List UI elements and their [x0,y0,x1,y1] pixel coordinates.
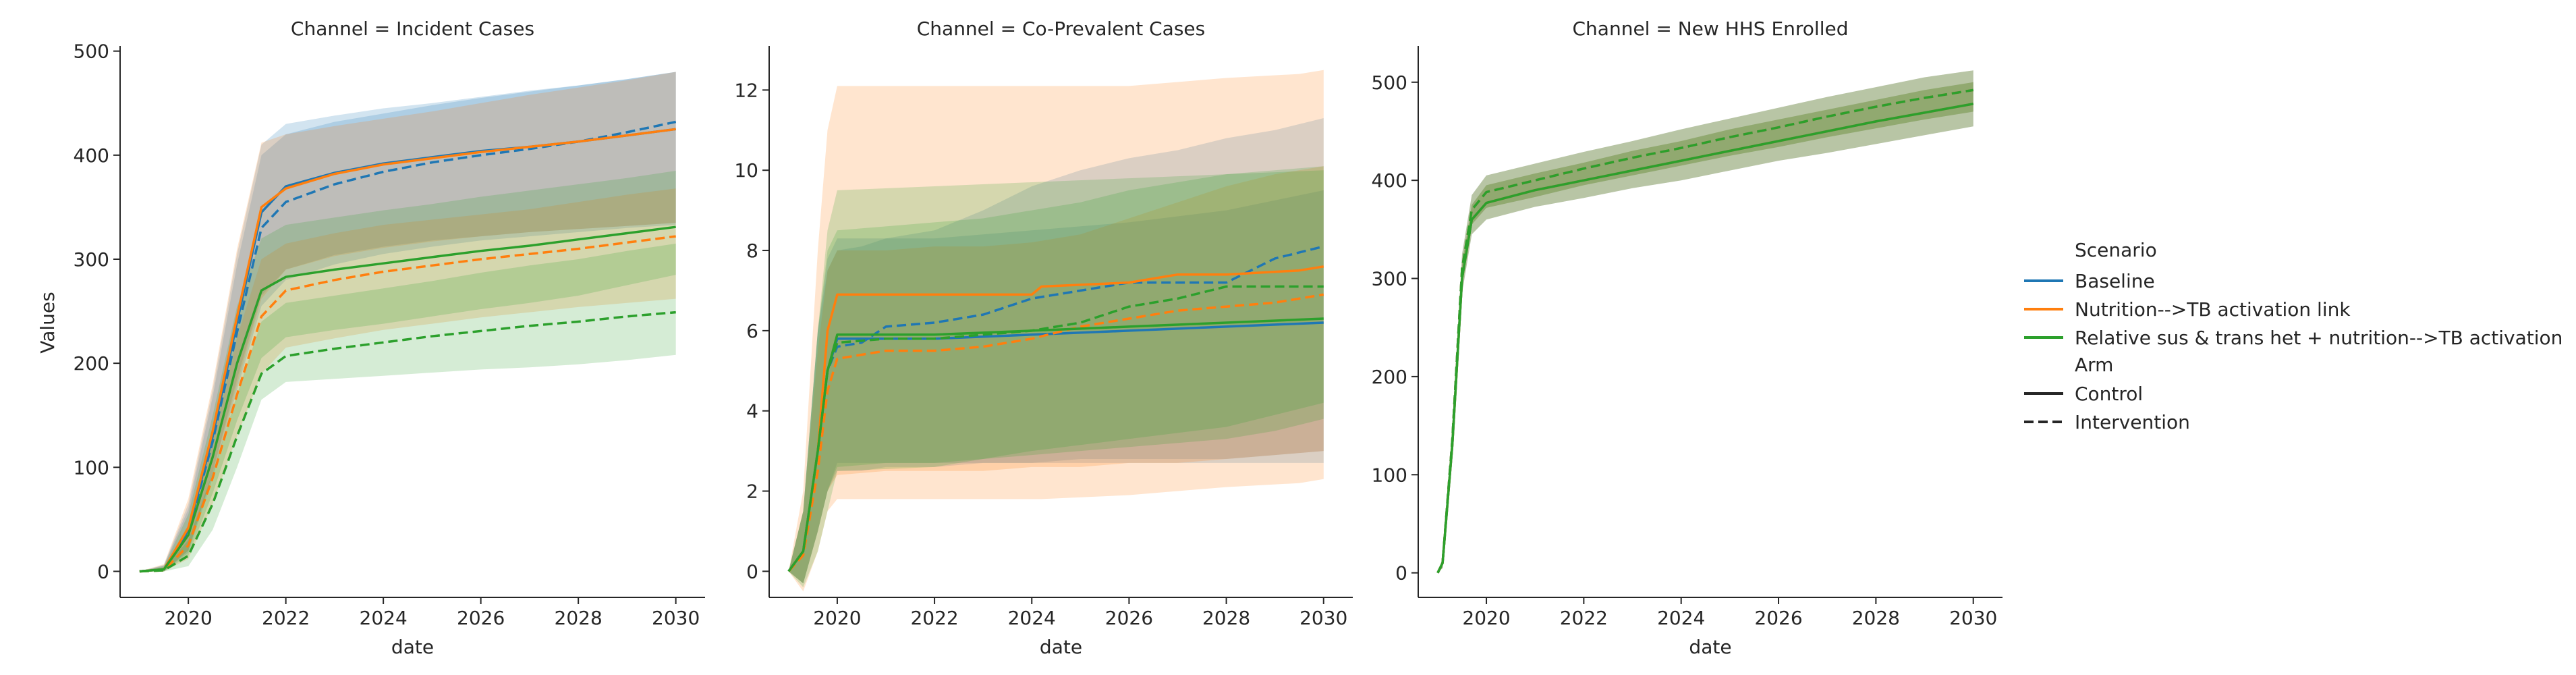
ci-band-5 [1437,82,1973,573]
series-line-2 [787,245,1324,572]
legend-title-scenario: Scenario [2075,239,2157,261]
x-tick-label: 2030 [652,607,700,629]
series-line-3 [139,128,676,573]
x-tick-label: 2026 [1754,607,1802,629]
y-tick-label: 400 [1372,169,1407,192]
panel-title: Channel = Co-Prevalent Cases [917,18,1206,40]
legend-label-baseline: Baseline [2075,270,2155,292]
y-tick-label: 100 [74,456,109,479]
x-tick-label: 2022 [910,607,958,629]
x-axis-label: date [1689,636,1731,658]
legend-label-relative-sus: Relative sus & trans het + nutrition-->T… [2075,327,2563,349]
x-tick-label: 2022 [1560,607,1608,629]
y-tick-label: 0 [1395,562,1407,585]
y-tick-label: 300 [74,248,109,271]
x-tick-label: 2024 [1657,607,1705,629]
x-tick-label: 2020 [813,607,861,629]
x-tick-label: 2024 [1008,607,1056,629]
series-line-4 [139,235,676,573]
ci-band-1 [1437,82,1973,573]
y-tick-label: 2 [746,481,758,503]
y-tick-label: 500 [1372,72,1407,94]
panel-title: Channel = New HHS Enrolled [1573,18,1849,40]
y-tick-label: 0 [746,560,758,583]
ci-band-4 [788,166,1324,584]
series-line-6 [787,285,1324,572]
y-tick-label: 10 [734,159,758,182]
y-tick-label: 400 [74,144,109,167]
ci-band-6 [1437,70,1973,573]
x-tick-label: 2028 [1202,607,1250,629]
series-line-6 [1436,88,1973,574]
legend: Scenario Baseline Nutrition-->TB activat… [2024,239,2563,433]
chart-panel-3: 2020 2022 2024 2026 2028 2030 0 100 200 300 400 500… [1372,18,2003,658]
ci-band-6 [139,243,676,572]
ci-band-5 [139,171,676,572]
legend-label-intervention: Intervention [2075,411,2190,433]
x-tick-label: 2026 [1105,607,1153,629]
y-tick-label: 12 [734,79,758,101]
x-axis-label: date [391,636,434,658]
x-tick-label: 2024 [360,607,408,629]
x-tick-label: 2026 [457,607,505,629]
panel-title: Channel = Incident Cases [291,18,534,40]
ci-band-1 [788,190,1324,584]
y-tick-label: 6 [746,320,758,342]
x-tick-label: 2028 [555,607,603,629]
x-tick-label: 2030 [1949,607,1997,629]
x-tick-label: 2020 [165,607,213,629]
chart-panel-2: 2020 2022 2024 2026 2028 2030 0 2 4 6 8 10 12 Channel… [734,18,1353,658]
series-line-6 [139,310,676,573]
x-tick-label: 2022 [262,607,310,629]
x-tick-label: 2030 [1299,607,1347,629]
y-tick-label: 0 [97,560,109,583]
x-axis-label: date [1040,636,1082,658]
y-tick-label: 500 [74,40,109,63]
ci-band-2 [788,118,1324,584]
chart-panel-1: 2020 2022 2024 2026 2028 2030 0 100 200 300 400 500… [74,18,705,658]
y-tick-label: 200 [1372,366,1407,388]
x-tick-label: 2020 [1462,607,1510,629]
legend-label-control: Control [2075,383,2143,405]
y-tick-label: 200 [74,352,109,375]
ci-band-6 [788,166,1324,584]
series-line-5 [139,225,676,573]
x-tick-label: 2028 [1852,607,1900,629]
y-tick-label: 8 [746,240,758,262]
series-line-4 [787,293,1324,572]
y-axis-label: Values [36,292,59,353]
legend-label-nutrition: Nutrition-->TB activation link [2075,298,2351,321]
y-tick-label: 300 [1372,268,1407,290]
ci-band-3 [1437,82,1973,573]
y-tick-label: 4 [746,400,758,423]
y-tick-label: 100 [1372,464,1407,486]
legend-title-arm: Arm [2075,354,2113,376]
